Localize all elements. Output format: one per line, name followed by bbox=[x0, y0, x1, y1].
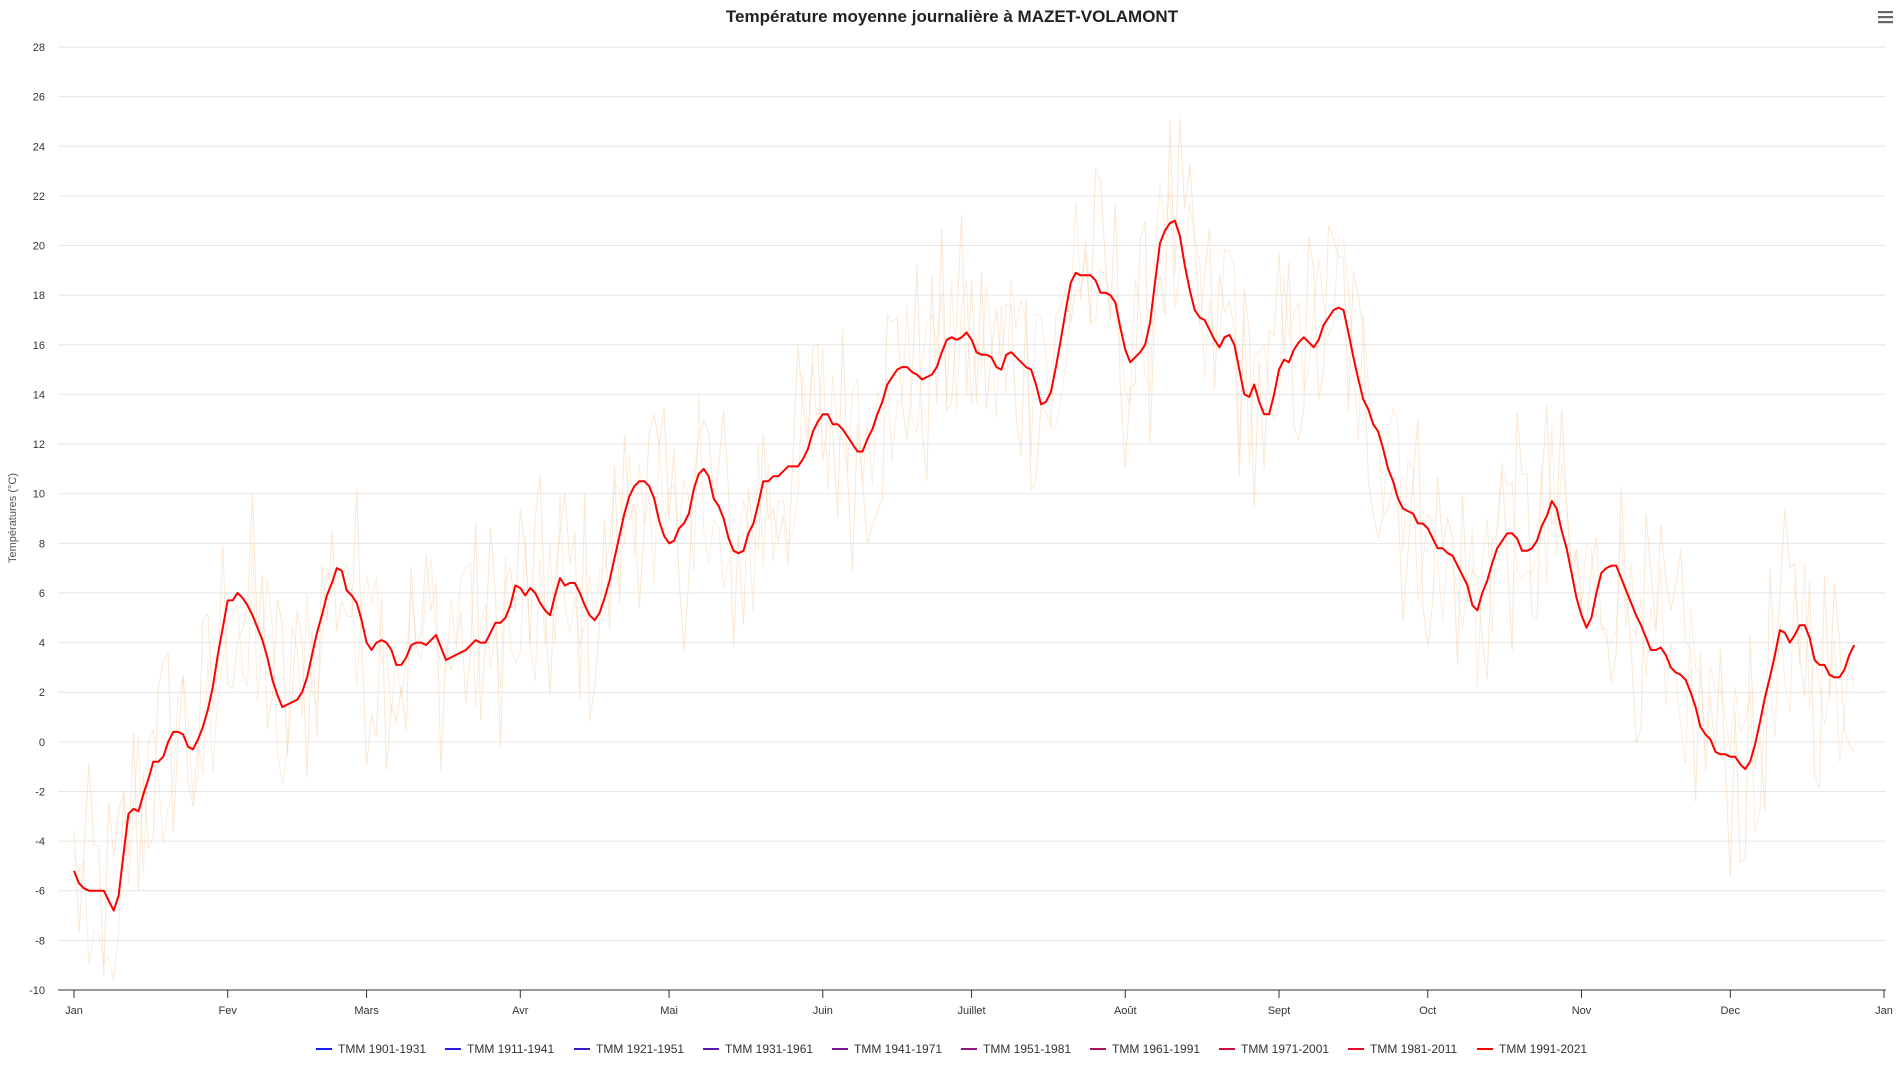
x-tick-label: Jan bbox=[1875, 1005, 1893, 1017]
y-tick-label: -2 bbox=[35, 786, 45, 798]
legend-item[interactable]: TMM 1921-1951 bbox=[574, 1042, 684, 1056]
y-tick-label: -8 bbox=[35, 935, 45, 947]
y-tick-label: 24 bbox=[33, 141, 45, 153]
y-tick-label: 16 bbox=[33, 340, 45, 352]
daily-trace bbox=[73, 118, 1855, 976]
y-tick-label: -6 bbox=[35, 886, 45, 898]
menu-button[interactable] bbox=[1872, 6, 1898, 30]
legend-item[interactable]: TMM 1981-2011 bbox=[1348, 1042, 1457, 1056]
x-tick-label: Août bbox=[1114, 1005, 1137, 1017]
legend-item[interactable]: TMM 1931-1961 bbox=[703, 1042, 813, 1056]
legend-item[interactable]: TMM 1971-2001 bbox=[1219, 1042, 1329, 1056]
daily-background-traces bbox=[73, 118, 1855, 982]
y-tick-label: 26 bbox=[33, 92, 45, 104]
y-tick-label: 6 bbox=[39, 588, 45, 600]
menu-icon-bar-top bbox=[1878, 11, 1893, 14]
y-tick-label: 8 bbox=[39, 538, 45, 550]
legend-item[interactable]: TMM 1901-1931 bbox=[316, 1042, 426, 1056]
x-tick-label: Juin bbox=[813, 1005, 833, 1017]
y-tick-label: 28 bbox=[33, 42, 45, 54]
legend-label: TMM 1981-2011 bbox=[1370, 1042, 1457, 1056]
y-tick-label: 4 bbox=[39, 638, 45, 650]
legend: TMM 1901-1931 TMM 1911-1941 TMM 1921-1951 T… bbox=[316, 1042, 1587, 1056]
y-tick-label: 12 bbox=[33, 439, 45, 451]
daily-trace bbox=[73, 184, 1855, 982]
legend-label: TMM 1971-2001 bbox=[1241, 1042, 1329, 1056]
y-tick-label: -4 bbox=[35, 836, 45, 848]
x-tick-label: Nov bbox=[1572, 1005, 1592, 1017]
chart-title: Température moyenne journalière à MAZET-… bbox=[726, 7, 1179, 26]
menu-icon-bar-middle bbox=[1878, 16, 1893, 19]
legend-label: TMM 1951-1981 bbox=[983, 1042, 1071, 1056]
legend-label: TMM 1941-1971 bbox=[854, 1042, 942, 1056]
x-axis: Jan Fev Mars Avr Mai Juin Juillet Août Sept Oct No… bbox=[58, 989, 1893, 1017]
legend-label: TMM 1991-2021 bbox=[1499, 1042, 1587, 1056]
y-tick-label: 0 bbox=[39, 737, 45, 749]
y-tick-label: 18 bbox=[33, 290, 45, 302]
legend-item[interactable]: TMM 1941-1971 bbox=[832, 1042, 942, 1056]
x-tick-label: Fev bbox=[219, 1005, 238, 1017]
y-axis-title: Températures (°C) bbox=[7, 473, 19, 563]
x-tick-label: Jan bbox=[65, 1005, 83, 1017]
x-tick-label: Mai bbox=[660, 1005, 678, 1017]
legend-label: TMM 1931-1961 bbox=[725, 1042, 813, 1056]
legend-item[interactable]: TMM 1951-1981 bbox=[961, 1042, 1071, 1056]
menu-icon-bar-bottom bbox=[1878, 21, 1893, 24]
x-tick-label: Mars bbox=[354, 1005, 379, 1017]
legend-label: TMM 1921-1951 bbox=[596, 1042, 684, 1056]
y-tick-label: -10 bbox=[29, 985, 45, 997]
y-tick-label: 10 bbox=[33, 489, 45, 501]
y-tick-label: 2 bbox=[39, 687, 45, 699]
x-tick-label: Juillet bbox=[957, 1005, 985, 1017]
x-tick-label: Oct bbox=[1419, 1005, 1436, 1017]
grid-lines bbox=[58, 46, 1886, 941]
x-tick-label: Dec bbox=[1720, 1005, 1740, 1017]
legend-label: TMM 1901-1931 bbox=[338, 1042, 426, 1056]
y-tick-label: 20 bbox=[33, 241, 45, 253]
x-tick-label: Avr bbox=[512, 1005, 529, 1017]
series-line[interactable] bbox=[73, 219, 1856, 912]
legend-item[interactable]: TMM 1961-1991 bbox=[1090, 1042, 1200, 1056]
y-tick-label: 14 bbox=[33, 389, 45, 401]
legend-label: TMM 1911-1941 bbox=[467, 1042, 554, 1056]
legend-label: TMM 1961-1991 bbox=[1112, 1042, 1200, 1056]
series-lines bbox=[73, 219, 1856, 912]
y-tick-label: 22 bbox=[33, 191, 45, 203]
legend-item[interactable]: TMM 1911-1941 bbox=[445, 1042, 554, 1056]
legend-item[interactable]: TMM 1991-2021 bbox=[1477, 1042, 1587, 1056]
x-tick-label: Sept bbox=[1268, 1005, 1291, 1017]
